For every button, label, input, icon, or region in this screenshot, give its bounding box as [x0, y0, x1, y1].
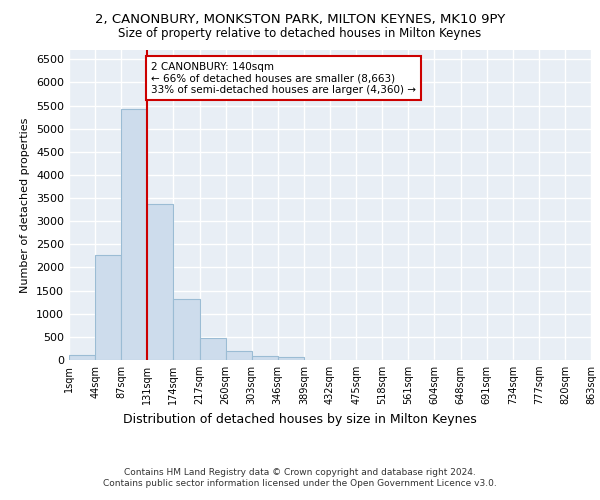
Bar [173, 300, 199, 360]
Bar [148, 204, 173, 360]
Bar [95, 254, 121, 360]
Bar [226, 351, 252, 360]
Text: 2 CANONBURY: 140sqm
← 66% of detached houses are smaller (8,663)
33% of semi-det: 2 CANONBURY: 140sqm ← 66% of detached ho… [151, 62, 416, 95]
Y-axis label: Number of detached properties: Number of detached properties [20, 118, 31, 292]
Bar [252, 356, 278, 360]
Text: Distribution of detached houses by size in Milton Keynes: Distribution of detached houses by size … [123, 412, 477, 426]
Bar [278, 357, 304, 360]
Text: Contains HM Land Registry data © Crown copyright and database right 2024.
Contai: Contains HM Land Registry data © Crown c… [103, 468, 497, 487]
Bar [121, 109, 148, 360]
Text: Size of property relative to detached houses in Milton Keynes: Size of property relative to detached ho… [118, 28, 482, 40]
Bar [69, 356, 95, 360]
Text: 2, CANONBURY, MONKSTON PARK, MILTON KEYNES, MK10 9PY: 2, CANONBURY, MONKSTON PARK, MILTON KEYN… [95, 12, 505, 26]
Bar [199, 338, 226, 360]
